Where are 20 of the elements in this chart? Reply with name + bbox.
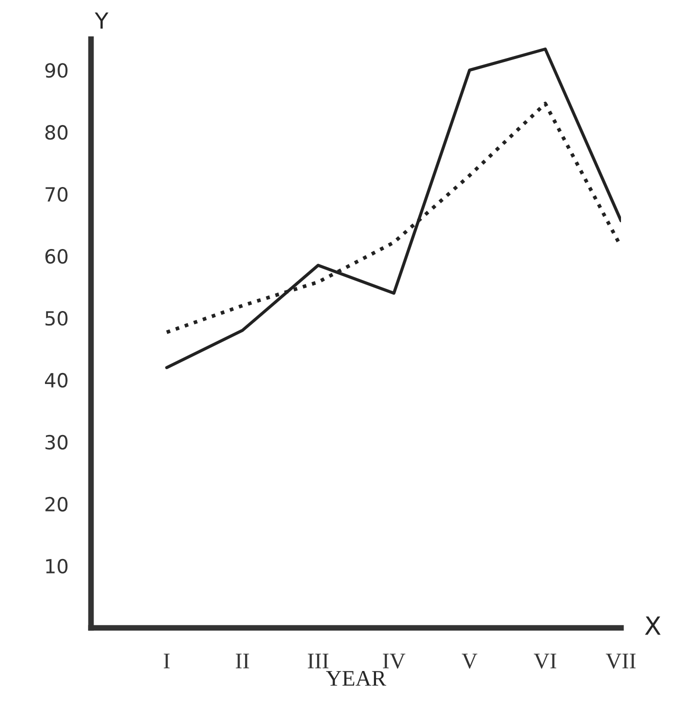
x-tick-label: V <box>462 654 478 669</box>
x-tick-label: I <box>164 654 170 668</box>
y-tick-label: 70 <box>46 187 68 202</box>
x-tick-label: VI <box>534 654 556 669</box>
x-tick-label: II <box>236 654 250 668</box>
y-tick-label: 40 <box>44 372 68 388</box>
x-axis-title: YEAR <box>326 670 386 686</box>
y-tick-label: 20 <box>45 496 68 512</box>
y-tick-label: 50 <box>46 310 68 326</box>
y-tick-label: 10 <box>46 558 68 574</box>
x-tick-label: III <box>308 654 328 668</box>
x-tick-label: IV <box>382 654 406 669</box>
x-tick-label: VII <box>606 654 636 669</box>
y-tick-label: 60 <box>45 248 68 264</box>
text: X <box>644 616 661 635</box>
y-axis-title: Y <box>94 12 108 29</box>
line-series <box>165 48 621 370</box>
y-tick-label: 90 <box>45 63 68 78</box>
y-tick-label: 80 <box>45 125 68 140</box>
y-tick-label: 30 <box>46 434 68 450</box>
